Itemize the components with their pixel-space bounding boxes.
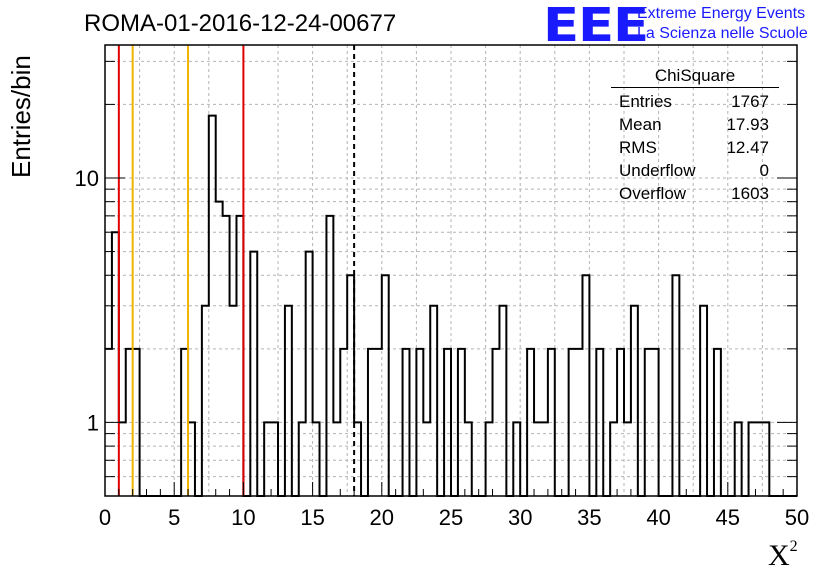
y-tick-label: 1: [87, 410, 99, 435]
histogram-bin: [541, 422, 548, 496]
histogram-bin: [223, 216, 230, 496]
histogram-bin: [375, 349, 382, 496]
histogram-bin: [133, 349, 140, 496]
histogram-bin: [271, 422, 278, 496]
x-tick-label: 50: [785, 505, 809, 530]
histogram-bin: [264, 422, 271, 496]
histogram-bin: [755, 422, 762, 496]
histogram-bin: [416, 349, 423, 496]
histogram-bin: [313, 422, 320, 496]
stats-row-mean: Mean 17.93: [611, 113, 779, 136]
histogram-bin: [202, 306, 209, 496]
x-tick-label: 20: [370, 505, 394, 530]
histogram-bin: [617, 349, 624, 496]
histogram-bin: [735, 422, 742, 496]
histogram-bin: [299, 422, 306, 496]
y-axis-label: Entries/bin: [6, 55, 36, 178]
histogram-bin: [340, 349, 347, 496]
histogram-bin: [465, 422, 472, 496]
histogram-bin: [700, 306, 707, 496]
histogram-bin: [762, 422, 769, 496]
stats-label: Underflow: [619, 161, 696, 180]
x-tick-label: 25: [439, 505, 463, 530]
histogram-bin: [513, 422, 520, 496]
histogram-bin: [645, 349, 652, 496]
histogram-bin: [576, 349, 583, 496]
x-tick-label: 40: [646, 505, 670, 530]
chart-title: ROMA-01-2016-12-24-00677: [84, 10, 397, 37]
histogram-bin: [423, 422, 430, 496]
histogram-bin: [458, 349, 465, 496]
histogram-bin: [306, 252, 313, 496]
histogram-bin: [181, 349, 188, 496]
histogram-bin: [548, 349, 555, 496]
histogram-bin: [230, 306, 237, 496]
x-axis-label-sup: 2: [789, 538, 798, 555]
histogram-bin: [112, 232, 119, 496]
x-tick-label: 0: [99, 505, 111, 530]
histogram-bin: [326, 216, 333, 496]
stats-value: 1767: [731, 92, 769, 111]
stats-value: 17.93: [726, 115, 769, 134]
histogram-bin: [368, 349, 375, 496]
x-axis-label: X2: [768, 538, 798, 573]
histogram-bin: [569, 349, 576, 496]
histogram-bin: [354, 422, 361, 496]
eee-logo: EEE: [543, 0, 649, 52]
stats-label: Overflow: [619, 184, 687, 203]
histogram-bin: [347, 275, 354, 496]
histogram-bin: [672, 275, 679, 496]
histogram-bin: [631, 306, 638, 496]
histogram-bin: [403, 349, 410, 496]
histogram-bin: [209, 116, 216, 496]
x-tick-label: 35: [577, 505, 601, 530]
logo-line-2: La Scienza nelle Scuole: [637, 25, 808, 42]
histogram-bin: [119, 422, 126, 496]
histogram-bin: [444, 349, 451, 496]
stats-value: 1603: [731, 184, 769, 203]
stats-label: Entries: [619, 92, 672, 111]
histogram-bin: [188, 422, 195, 496]
histogram-bin: [430, 306, 437, 496]
stats-label: Mean: [619, 115, 662, 134]
histogram-bin: [126, 349, 133, 496]
stats-box: ChiSquare Entries 1767 Mean 17.93 RMS 12…: [611, 66, 779, 205]
logo-line-1: Extreme Energy Events: [637, 5, 806, 22]
x-tick-label: 30: [508, 505, 532, 530]
histogram-bin: [486, 422, 493, 496]
histogram-bin: [216, 202, 223, 496]
x-axis-label-main: X: [768, 539, 790, 572]
x-tick-label: 45: [716, 505, 740, 530]
histogram-bin: [714, 349, 721, 496]
stats-title: ChiSquare: [611, 66, 779, 88]
stats-row-overflow: Overflow 1603: [611, 182, 779, 205]
x-tick-label: 15: [300, 505, 324, 530]
histogram-bin: [582, 275, 589, 496]
stats-row-entries: Entries 1767: [611, 90, 779, 113]
histogram-bin: [652, 349, 659, 496]
stats-row-rms: RMS 12.47: [611, 136, 779, 159]
x-tick-label: 10: [231, 505, 255, 530]
y-tick-label: 10: [75, 166, 99, 191]
histogram-bin: [499, 306, 506, 496]
x-tick-label: 5: [168, 505, 180, 530]
histogram-bin: [624, 422, 631, 496]
histogram-bin: [610, 422, 617, 496]
stats-value: 0: [759, 161, 769, 180]
stats-row-underflow: Underflow 0: [611, 159, 779, 182]
histogram-bin: [749, 422, 756, 496]
histogram-bin: [250, 252, 257, 496]
stats-value: 12.47: [726, 138, 769, 157]
histogram-bin: [527, 349, 534, 496]
histogram-bin: [382, 275, 389, 496]
histogram-bin: [333, 422, 340, 496]
histogram-bin: [493, 349, 500, 496]
histogram-bin: [285, 306, 292, 496]
histogram-bin: [534, 422, 541, 496]
histogram-bin: [596, 349, 603, 496]
stats-label: RMS: [619, 138, 657, 157]
histogram-bin: [236, 216, 243, 496]
